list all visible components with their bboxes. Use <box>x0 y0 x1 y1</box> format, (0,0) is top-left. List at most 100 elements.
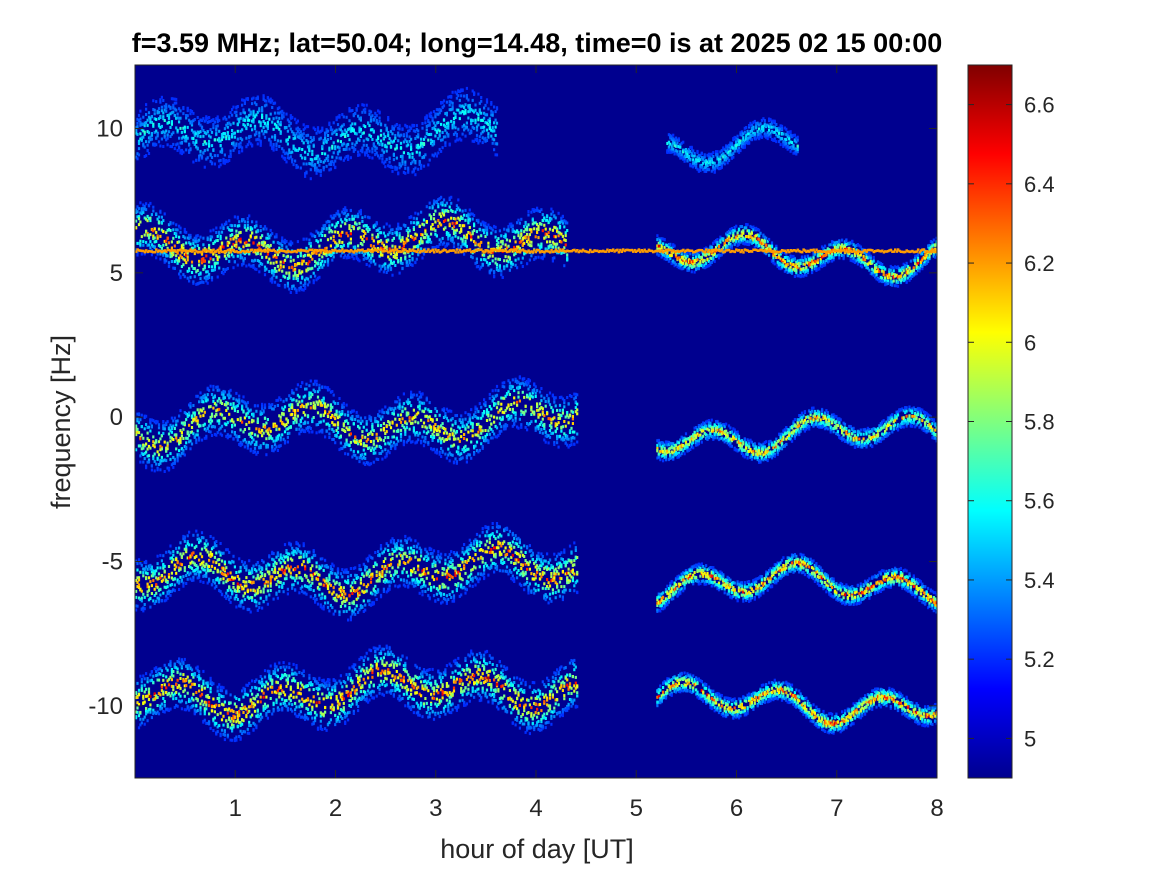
trace-point <box>489 120 491 123</box>
trace-point <box>450 217 452 220</box>
trace-point <box>167 133 169 136</box>
trace-point <box>443 214 445 217</box>
trace-point <box>271 106 273 109</box>
trace-point <box>202 237 204 240</box>
trace-point <box>187 107 189 110</box>
trace-point <box>338 214 340 217</box>
trace-point <box>172 228 174 231</box>
trace-point <box>696 258 698 261</box>
trace-point <box>676 142 678 145</box>
trace-point <box>457 128 459 131</box>
trace-point <box>165 240 167 243</box>
trace-point <box>476 261 478 264</box>
trace-point <box>553 256 555 259</box>
trace-point <box>439 243 441 246</box>
trace-point <box>184 126 186 129</box>
trace-point <box>283 149 285 152</box>
trace-point <box>184 275 186 278</box>
trace-point <box>334 160 336 163</box>
trace-point <box>317 262 319 265</box>
trace-point <box>716 153 718 156</box>
trace-point <box>288 274 290 277</box>
trace-point <box>224 154 226 157</box>
trace-point <box>410 216 412 219</box>
trace-point <box>368 228 370 231</box>
trace-point <box>336 133 338 136</box>
trace-point <box>202 135 204 138</box>
trace-point <box>275 261 277 264</box>
trace-point <box>251 145 253 148</box>
trace-point <box>440 240 442 243</box>
trace-point <box>218 231 220 234</box>
trace-point <box>775 123 777 126</box>
trace-point <box>371 234 373 237</box>
trace-point <box>433 122 435 125</box>
trace-point <box>139 132 141 135</box>
trace-point <box>240 112 242 115</box>
trace-point <box>421 240 423 243</box>
trace-point <box>421 127 423 130</box>
trace-point <box>197 147 199 150</box>
trace-point <box>337 210 339 213</box>
trace-point <box>324 224 326 227</box>
trace-point <box>407 234 409 237</box>
trace-point <box>910 260 912 263</box>
trace-point <box>477 236 479 239</box>
trace-point <box>409 153 411 156</box>
trace-point <box>214 121 216 124</box>
trace-point <box>171 123 173 126</box>
trace-point <box>210 257 212 260</box>
trace-point <box>668 260 670 263</box>
trace-point <box>794 258 796 261</box>
trace-point <box>495 134 497 137</box>
trace-point <box>258 131 260 134</box>
trace-point <box>379 265 381 268</box>
trace-point <box>473 229 475 232</box>
trace-point <box>285 160 287 163</box>
trace-point <box>310 255 312 258</box>
trace-point <box>144 124 146 127</box>
trace-point <box>897 285 899 288</box>
trace-point <box>719 160 721 163</box>
trace-point <box>303 141 305 144</box>
trace-point <box>383 151 385 154</box>
trace-point <box>414 167 416 170</box>
trace-point <box>414 237 416 240</box>
trace-point <box>168 265 170 268</box>
trace-point <box>495 119 497 122</box>
trace-point <box>294 271 296 274</box>
trace-point <box>321 255 323 258</box>
trace-point <box>560 241 562 244</box>
trace-point <box>401 160 403 163</box>
trace-point <box>232 266 234 269</box>
trace-point <box>472 99 474 102</box>
trace-point <box>268 258 270 261</box>
trace-point <box>162 145 164 148</box>
trace-point <box>314 235 316 238</box>
trace-point <box>290 291 292 294</box>
trace-point <box>210 238 212 241</box>
trace-point <box>199 135 201 138</box>
trace-point <box>142 116 144 119</box>
trace-point <box>248 239 250 242</box>
trace-point <box>357 215 359 218</box>
trace-point <box>784 260 786 263</box>
trace-point <box>380 231 382 234</box>
trace-point <box>533 227 535 230</box>
trace-point <box>482 263 484 266</box>
trace-point <box>495 257 497 260</box>
trace-point <box>387 131 389 134</box>
trace-point <box>341 221 343 224</box>
trace-point <box>480 96 482 99</box>
trace-point <box>472 119 474 122</box>
trace-point <box>167 137 169 140</box>
trace-point <box>520 218 522 221</box>
trace-point <box>357 244 359 247</box>
trace-point <box>433 217 435 220</box>
trace-point <box>240 238 242 241</box>
trace-point <box>277 139 279 142</box>
trace-point <box>285 113 287 116</box>
trace-point <box>145 208 147 211</box>
trace-point <box>906 262 908 265</box>
trace-point <box>314 264 316 267</box>
